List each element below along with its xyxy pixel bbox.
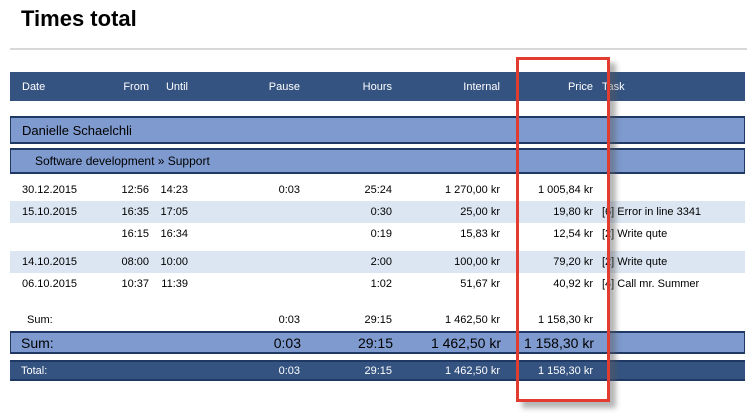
total-internal: 1 462,50 kr <box>444 364 500 377</box>
cell-hours: 2:00 <box>370 256 392 268</box>
cell-task: [2] Write qute <box>602 256 668 268</box>
price-column-highlight-rectangle <box>516 57 610 402</box>
cell-price: 40,92 kr <box>553 278 593 290</box>
total-pause: 0:03 <box>278 364 300 377</box>
table-row: 15.10.2015 16:35 17:05 0:30 25,00 kr 19,… <box>10 201 745 223</box>
sum-pause: 0:03 <box>278 313 300 326</box>
title-divider <box>10 48 747 50</box>
page-title: Times total <box>21 6 137 31</box>
total-price: 1 158,30 kr <box>537 364 593 377</box>
cell-until: 17:05 <box>160 206 188 218</box>
table-row: 14.10.2015 08:00 10:00 2:00 100,00 kr 79… <box>10 251 745 273</box>
cell-internal: 25,00 kr <box>460 206 500 218</box>
cell-from: 12:56 <box>121 184 149 196</box>
total-hours: 29:15 <box>364 364 392 377</box>
cell-hours: 0:19 <box>370 228 392 240</box>
sum-pause: 0:03 <box>273 334 301 351</box>
table-row: 06.10.2015 10:37 11:39 1:02 51,67 kr 40,… <box>10 273 745 295</box>
cell-from: 08:00 <box>121 256 149 268</box>
cell-internal: 1 270,00 kr <box>444 184 500 196</box>
cell-until: 11:39 <box>161 278 188 290</box>
header-until: Until <box>165 80 188 93</box>
cell-price: 1 005,84 kr <box>537 184 593 196</box>
cell-pause: 0:03 <box>278 184 300 196</box>
cell-date: 15.10.2015 <box>22 206 78 218</box>
group-row-person: Danielle Schaelchli <box>10 116 745 144</box>
header-from: From <box>123 80 149 93</box>
sum-row-highlighted: Sum: 0:03 29:15 1 462,50 kr 1 158,30 kr <box>10 331 745 354</box>
group-row-project: Software development » Support <box>10 148 745 174</box>
cell-price: 79,20 kr <box>553 256 593 268</box>
cell-from: 10:37 <box>121 278 149 290</box>
group-person-label: Danielle Schaelchli <box>22 122 132 138</box>
total-label: Total: <box>21 364 48 377</box>
cell-price: 12,54 kr <box>553 228 593 240</box>
sum-hours: 29:15 <box>364 313 392 326</box>
sum-hours: 29:15 <box>357 334 393 351</box>
cell-hours: 0:30 <box>370 206 392 218</box>
header-date: Date <box>22 80 46 93</box>
sum-label: Sum: <box>21 334 54 351</box>
header-hours: Hours <box>362 80 392 93</box>
cell-task: [2] Write qute <box>602 228 668 240</box>
cell-task: [4] Call mr. Summer <box>602 278 700 290</box>
sum-price: 1 158,30 kr <box>523 334 594 351</box>
header-task: Task <box>602 80 625 93</box>
cell-from: 16:35 <box>121 206 149 218</box>
cell-internal: 15,83 kr <box>460 228 500 240</box>
cell-hours: 25:24 <box>364 184 392 196</box>
header-internal: Internal <box>463 80 500 93</box>
total-row: Total: 0:03 29:15 1 462,50 kr 1 158,30 k… <box>10 360 745 381</box>
cell-until: 16:34 <box>160 228 188 240</box>
cell-date: 14.10.2015 <box>22 256 78 268</box>
table-row: 30.12.2015 12:56 14:23 0:03 25:24 1 270,… <box>10 179 745 201</box>
sum-row: Sum: 0:03 29:15 1 462,50 kr 1 158,30 kr <box>10 309 745 330</box>
header-price: Price <box>567 80 593 93</box>
table-row: 16:15 16:34 0:19 15,83 kr 12,54 kr [2] W… <box>10 223 745 245</box>
table-header-row: Date From Until Pause Hours Internal Pri… <box>10 72 745 101</box>
sum-internal: 1 462,50 kr <box>430 334 501 351</box>
group-project-label: Software development » Support <box>35 154 210 168</box>
sum-label: Sum: <box>27 313 53 326</box>
cell-date: 30.12.2015 <box>22 184 78 196</box>
cell-until: 14:23 <box>160 184 188 196</box>
sum-internal: 1 462,50 kr <box>444 313 500 326</box>
cell-internal: 100,00 kr <box>454 256 500 268</box>
sum-price: 1 158,30 kr <box>537 313 593 326</box>
cell-from: 16:15 <box>121 228 149 240</box>
cell-internal: 51,67 kr <box>460 278 500 290</box>
header-pause: Pause <box>268 80 300 93</box>
cell-price: 19,80 kr <box>553 206 593 218</box>
cell-task: [6] Error in line 3341 <box>602 206 702 218</box>
cell-date: 06.10.2015 <box>22 278 78 290</box>
cell-until: 10:00 <box>160 256 188 268</box>
cell-hours: 1:02 <box>370 278 392 290</box>
